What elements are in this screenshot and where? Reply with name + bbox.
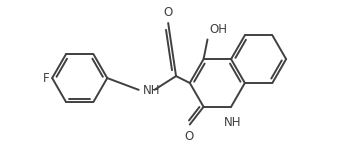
Text: O: O: [164, 6, 173, 19]
Text: F: F: [42, 72, 49, 85]
Text: NH: NH: [224, 116, 242, 129]
Text: O: O: [184, 130, 193, 143]
Text: OH: OH: [210, 22, 227, 36]
Text: NH: NH: [143, 84, 160, 97]
